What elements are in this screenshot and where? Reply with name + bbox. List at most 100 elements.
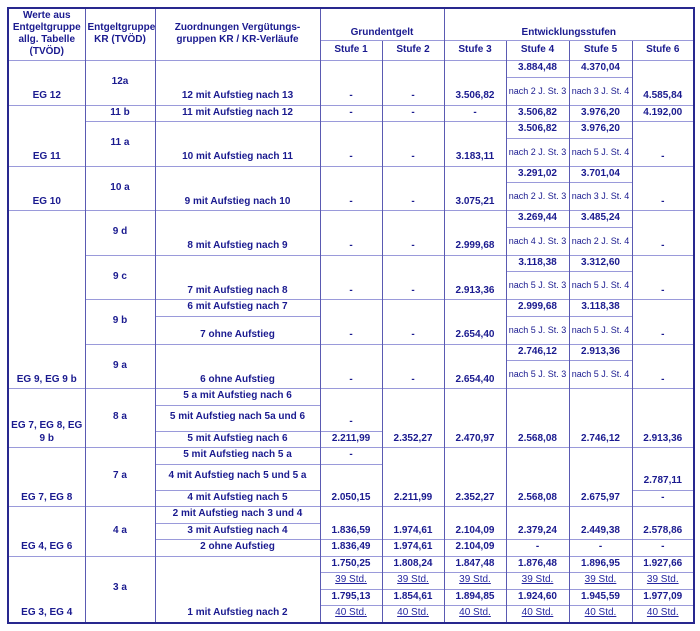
value-cell: 2.787,11: [631, 447, 695, 490]
zuordnung-cell: 8 mit Aufstieg nach 9: [154, 210, 320, 255]
value-cell: 1.977,09: [631, 588, 695, 606]
kr-cell: 11 a: [84, 121, 155, 166]
value-cell: 2.913,36: [568, 343, 632, 361]
group-header-grundentgelt: Grundentgelt: [319, 7, 444, 41]
value-cell: -: [319, 165, 382, 211]
value-cell: -: [631, 121, 695, 166]
value-cell: -: [631, 299, 695, 344]
hours-link[interactable]: 39 Std.: [381, 572, 444, 589]
hours-link[interactable]: 39 Std.: [443, 572, 506, 589]
zuordnung-cell: 10 mit Aufstieg nach 11: [154, 121, 320, 166]
value-cell: 1.924,60: [505, 588, 569, 606]
pay-scale-table-wrapper: Werte aus Entgeltgruppe allg. Tabelle (T…: [7, 7, 696, 624]
hours-link[interactable]: 40 Std.: [631, 605, 695, 623]
progression-note-cell: nach 3 J. St. 4: [568, 182, 632, 211]
value-cell: 1.896,95: [568, 555, 632, 573]
pay-scale-table: Werte aus Entgeltgruppe allg. Tabelle (T…: [7, 7, 696, 624]
zuordnung-cell: 7 ohne Aufstieg: [154, 315, 320, 344]
value-cell: -: [631, 489, 695, 507]
progression-note-cell: nach 5 J. St. 4: [568, 315, 632, 344]
value-cell: 3.291,02: [505, 165, 569, 183]
value-cell: 1.750,25: [319, 555, 382, 573]
col-header-stufe-6: Stufe 6: [631, 40, 695, 61]
value-cell: 4.192,00: [631, 104, 695, 122]
eg-cell: EG 3, EG 4: [7, 555, 85, 623]
value-cell: 2.104,09: [443, 539, 506, 556]
value-cell: 2.568,08: [505, 388, 569, 448]
progression-note-cell: nach 5 J. St. 4: [568, 137, 632, 166]
value-cell: -: [381, 210, 444, 255]
zuordnung-cell: 11 mit Aufstieg nach 12: [154, 104, 320, 122]
kr-cell: 9 a: [84, 343, 155, 389]
col-header-werte: Werte aus Entgeltgruppe allg. Tabelle (T…: [7, 7, 85, 61]
value-cell: -: [319, 447, 382, 464]
zuordnung-cell: 9 mit Aufstieg nach 10: [154, 165, 320, 211]
progression-note-cell: nach 5 J. St. 4: [568, 271, 632, 300]
value-cell: -: [631, 254, 695, 300]
col-header-stufe-1: Stufe 1: [319, 40, 382, 61]
hours-link[interactable]: 39 Std.: [568, 572, 632, 589]
value-cell: 1.795,13: [319, 588, 382, 606]
hours-link[interactable]: 40 Std.: [505, 605, 569, 623]
kr-cell: 9 b: [84, 299, 155, 344]
eg-cell: EG 7, EG 8: [7, 447, 85, 507]
value-cell: 4.370,04: [568, 60, 632, 77]
value-cell: 2.352,27: [443, 447, 506, 507]
hours-link[interactable]: 39 Std.: [319, 572, 382, 589]
value-cell: 2.568,08: [505, 447, 569, 507]
value-cell: -: [505, 539, 569, 556]
value-cell: 1.974,61: [381, 506, 444, 540]
kr-cell: 3 a: [84, 555, 155, 623]
hours-link[interactable]: 39 Std.: [505, 572, 569, 589]
value-cell: 2.578,86: [631, 506, 695, 540]
value-cell: -: [319, 388, 382, 431]
hours-link[interactable]: 39 Std.: [631, 572, 695, 589]
col-header-zuordnung: Zuordnungen Vergütungs-gruppen KR / KR-V…: [154, 7, 320, 61]
value-cell: 3.506,82: [505, 121, 569, 138]
value-cell: -: [568, 539, 632, 556]
eg-cell: EG 12: [7, 60, 85, 105]
hours-link[interactable]: 40 Std.: [443, 605, 506, 623]
value-cell: 3.312,60: [568, 254, 632, 272]
eg-cell: EG 7, EG 8, EG 9 b: [7, 388, 85, 448]
zuordnung-cell: 6 ohne Aufstieg: [154, 343, 320, 389]
hours-link[interactable]: 40 Std.: [568, 605, 632, 623]
progression-note-cell: nach 5 J. St. 3: [505, 315, 569, 344]
value-cell: 1.808,24: [381, 555, 444, 573]
value-cell: -: [381, 343, 444, 389]
value-cell: -: [319, 210, 382, 255]
value-cell: 2.211,99: [319, 430, 382, 448]
col-header-stufe-2: Stufe 2: [381, 40, 444, 61]
value-cell: 3.506,82: [505, 104, 569, 122]
zuordnung-cell: 2 mit Aufstieg nach 3 und 4: [154, 506, 320, 523]
value-cell: -: [381, 121, 444, 166]
value-cell: -: [381, 60, 444, 105]
value-cell: 2.746,12: [505, 343, 569, 361]
value-cell: 2.104,09: [443, 506, 506, 540]
value-cell: 1.836,49: [319, 539, 382, 556]
kr-cell: 10 a: [84, 165, 155, 211]
value-cell: 3.118,38: [568, 299, 632, 316]
eg-cell: EG 11: [7, 104, 85, 166]
value-cell: 2.999,68: [505, 299, 569, 316]
progression-note-cell: nach 5 J. St. 3: [505, 271, 569, 300]
value-cell: 1.854,61: [381, 588, 444, 606]
value-cell: -: [631, 165, 695, 211]
kr-cell: 8 a: [84, 388, 155, 448]
value-cell: 1.876,48: [505, 555, 569, 573]
value-cell: -: [319, 121, 382, 166]
progression-note-cell: nach 3 J. St. 4: [568, 76, 632, 105]
value-cell: 2.379,24: [505, 506, 569, 540]
value-cell: -: [319, 104, 382, 122]
value-cell: 2.654,40: [443, 343, 506, 389]
hours-link[interactable]: 40 Std.: [319, 605, 382, 623]
zuordnung-cell: 5 mit Aufstieg nach 6: [154, 430, 320, 448]
hours-link[interactable]: 40 Std.: [381, 605, 444, 623]
zuordnung-cell: 5 mit Aufstieg nach 5a und 6: [154, 404, 320, 431]
col-header-stufe-4: Stufe 4: [505, 40, 569, 61]
zuordnung-cell: 4 mit Aufstieg nach 5: [154, 489, 320, 507]
value-cell: -: [319, 299, 382, 344]
value-cell: 4.585,84: [631, 60, 695, 105]
value-cell: 3.269,44: [505, 210, 569, 227]
value-cell: 2.654,40: [443, 299, 506, 344]
